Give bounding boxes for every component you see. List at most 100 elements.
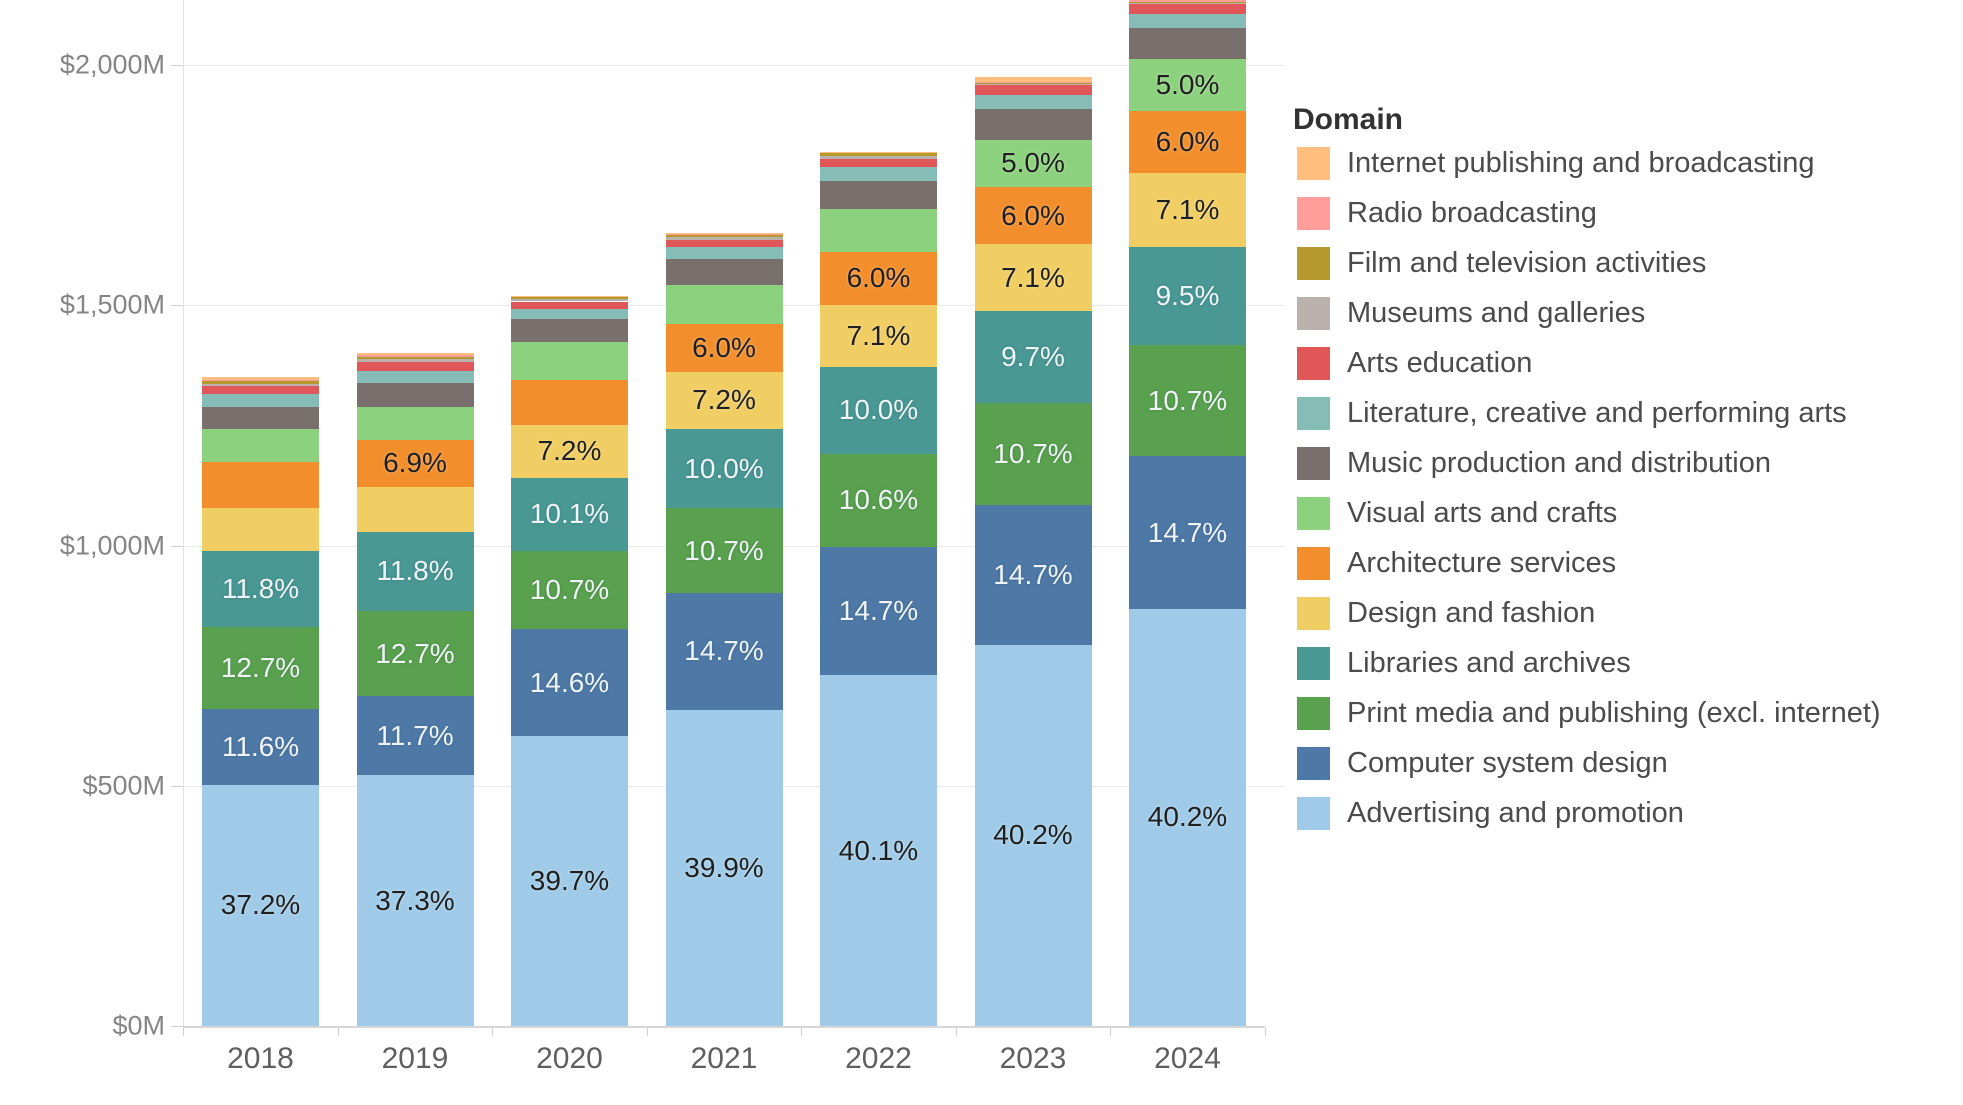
bar-segment-2021-design-and-fashion[interactable]: 7.2% (665, 371, 783, 430)
bar-segment-2021-advertising-and-promotion[interactable]: 39.9% (665, 709, 783, 1026)
bar-segment-2023-design-and-fashion[interactable]: 7.1% (974, 244, 1092, 312)
bar-segment-2018-design-and-fashion[interactable] (202, 508, 319, 551)
bar-segment-2021-radio-broadcasting[interactable] (665, 233, 783, 235)
legend-item-film-and-television-activities[interactable]: Film and television activities (1297, 246, 1706, 280)
bar-segment-2020-internet-publishing-and-broadcasting[interactable] (511, 295, 628, 297)
bar-segment-2024-print-media-and-publishing-excl-internet[interactable]: 10.7% (1129, 345, 1246, 457)
bar-segment-2020-museums-and-galleries[interactable] (511, 299, 628, 302)
bar-segment-2021-arts-education[interactable] (665, 239, 783, 248)
bar-segment-2018-internet-publishing-and-broadcasting[interactable] (202, 377, 319, 380)
bar-segment-2021-music-production-and-distribution[interactable] (665, 259, 783, 285)
bar-segment-2019-visual-arts-and-crafts[interactable] (356, 407, 474, 441)
bar-segment-2019-internet-publishing-and-broadcasting[interactable] (356, 353, 474, 356)
bar-segment-2023-print-media-and-publishing-excl-internet[interactable]: 10.7% (974, 403, 1092, 506)
bar-segment-2022-advertising-and-promotion[interactable]: 40.1% (820, 675, 937, 1026)
bar-segment-2022-design-and-fashion[interactable]: 7.1% (820, 304, 937, 367)
bar-segment-2021-print-media-and-publishing-excl-internet[interactable]: 10.7% (665, 508, 783, 594)
bar-segment-2024-music-production-and-distribution[interactable] (1129, 27, 1246, 59)
bar-segment-2024-visual-arts-and-crafts[interactable]: 5.0% (1129, 58, 1246, 111)
bar-segment-2024-literature-creative-and-performing-arts[interactable] (1129, 13, 1246, 28)
legend-item-music-production-and-distribution[interactable]: Music production and distribution (1297, 446, 1771, 480)
bar-segment-2018-museums-and-galleries[interactable] (202, 383, 319, 387)
bar-segment-2022-music-production-and-distribution[interactable] (820, 181, 937, 210)
bar-segment-2023-advertising-and-promotion[interactable]: 40.2% (974, 644, 1092, 1026)
bar-segment-2019-architecture-services[interactable]: 6.9% (356, 440, 474, 487)
bar-segment-2022-radio-broadcasting[interactable] (820, 152, 937, 154)
bar-segment-2020-radio-broadcasting[interactable] (511, 296, 628, 298)
bar-segment-2020-advertising-and-promotion[interactable]: 39.7% (511, 736, 628, 1026)
legend-item-advertising-and-promotion[interactable]: Advertising and promotion (1297, 796, 1684, 830)
bar-segment-2018-libraries-and-archives[interactable]: 11.8% (202, 550, 319, 628)
bar-segment-2024-computer-system-design[interactable]: 14.7% (1129, 456, 1246, 609)
bar-segment-2022-museums-and-galleries[interactable] (820, 155, 937, 159)
bar-segment-2020-visual-arts-and-crafts[interactable] (511, 341, 628, 380)
bar-segment-2023-architecture-services[interactable]: 6.0% (974, 187, 1092, 245)
legend-item-museums-and-galleries[interactable]: Museums and galleries (1297, 296, 1645, 330)
legend-item-computer-system-design[interactable]: Computer system design (1297, 746, 1668, 780)
bar-segment-2023-visual-arts-and-crafts[interactable]: 5.0% (974, 139, 1092, 188)
bar-segment-2023-arts-education[interactable] (974, 84, 1092, 96)
bar-segment-2024-architecture-services[interactable]: 6.0% (1129, 110, 1246, 173)
bar-segment-2019-literature-creative-and-performing-arts[interactable] (356, 370, 474, 383)
legend-item-libraries-and-archives[interactable]: Libraries and archives (1297, 646, 1631, 680)
bar-segment-2023-museums-and-galleries[interactable] (974, 83, 1092, 85)
bar-segment-2021-libraries-and-archives[interactable]: 10.0% (665, 429, 783, 509)
bar-segment-2024-advertising-and-promotion[interactable]: 40.2% (1129, 608, 1246, 1026)
bar-segment-2021-literature-creative-and-performing-arts[interactable] (665, 247, 783, 260)
bar-segment-2021-architecture-services[interactable]: 6.0% (665, 324, 783, 372)
bar-segment-2018-music-production-and-distribution[interactable] (202, 406, 319, 429)
bar-segment-2018-print-media-and-publishing-excl-internet[interactable]: 12.7% (202, 627, 319, 710)
bar-segment-2021-visual-arts-and-crafts[interactable] (665, 284, 783, 325)
bar-segment-2024-arts-education[interactable] (1129, 3, 1246, 14)
bar-segment-2021-museums-and-galleries[interactable] (665, 237, 783, 240)
bar-segment-2023-computer-system-design[interactable]: 14.7% (974, 505, 1092, 645)
bar-segment-2020-computer-system-design[interactable]: 14.6% (511, 629, 628, 737)
bar-segment-2018-advertising-and-promotion[interactable]: 37.2% (202, 784, 319, 1026)
legend-item-literature-creative-and-performing-arts[interactable]: Literature, creative and performing arts (1297, 396, 1847, 430)
bar-segment-2024-libraries-and-archives[interactable]: 9.5% (1129, 246, 1246, 346)
legend-item-design-and-fashion[interactable]: Design and fashion (1297, 596, 1595, 630)
bar-segment-2020-arts-education[interactable] (511, 301, 628, 309)
legend-item-architecture-services[interactable]: Architecture services (1297, 546, 1616, 580)
bar-segment-2022-print-media-and-publishing-excl-internet[interactable]: 10.6% (820, 454, 937, 547)
bar-segment-2018-arts-education[interactable] (202, 386, 319, 395)
bar-segment-2020-print-media-and-publishing-excl-internet[interactable]: 10.7% (511, 551, 628, 630)
bar-segment-2023-internet-publishing-and-broadcasting[interactable] (974, 77, 1092, 82)
bar-segment-2024-design-and-fashion[interactable]: 7.1% (1129, 172, 1246, 247)
bar-segment-2022-libraries-and-archives[interactable]: 10.0% (820, 366, 937, 455)
bar-segment-2018-visual-arts-and-crafts[interactable] (202, 428, 319, 462)
bar-segment-2019-music-production-and-distribution[interactable] (356, 382, 474, 408)
bar-segment-2020-libraries-and-archives[interactable]: 10.1% (511, 477, 628, 552)
legend-item-print-media-and-publishing-excl-internet[interactable]: Print media and publishing (excl. intern… (1297, 696, 1881, 730)
bar-segment-2022-film-and-television-activities[interactable] (820, 153, 937, 156)
bar-segment-2024-museums-and-galleries[interactable] (1129, 2, 1246, 4)
bar-segment-2020-design-and-fashion[interactable]: 7.2% (511, 424, 628, 478)
bar-segment-2023-music-production-and-distribution[interactable] (974, 109, 1092, 140)
bar-segment-2019-arts-education[interactable] (356, 362, 474, 371)
bar-segment-2020-literature-creative-and-performing-arts[interactable] (511, 308, 628, 320)
bar-segment-2021-internet-publishing-and-broadcasting[interactable] (665, 233, 783, 234)
bar-segment-2020-architecture-services[interactable] (511, 379, 628, 425)
bar-segment-2018-radio-broadcasting[interactable] (202, 379, 319, 381)
bar-segment-2023-libraries-and-archives[interactable]: 9.7% (974, 311, 1092, 404)
legend-item-radio-broadcasting[interactable]: Radio broadcasting (1297, 196, 1597, 230)
bar-segment-2019-libraries-and-archives[interactable]: 11.8% (356, 531, 474, 611)
bar-segment-2019-print-media-and-publishing-excl-internet[interactable]: 12.7% (356, 610, 474, 697)
bar-segment-2019-design-and-fashion[interactable] (356, 486, 474, 532)
bar-segment-2022-arts-education[interactable] (820, 158, 937, 168)
bar-segment-2022-architecture-services[interactable]: 6.0% (820, 252, 937, 305)
bar-segment-2018-architecture-services[interactable] (202, 461, 319, 509)
bar-segment-2019-advertising-and-promotion[interactable]: 37.3% (356, 775, 474, 1026)
bar-segment-2023-radio-broadcasting[interactable] (974, 81, 1092, 83)
bar-segment-2019-museums-and-galleries[interactable] (356, 359, 474, 363)
bar-segment-2019-radio-broadcasting[interactable] (356, 355, 474, 357)
bar-segment-2022-computer-system-design[interactable]: 14.7% (820, 546, 937, 676)
bar-segment-2021-film-and-television-activities[interactable] (665, 234, 783, 238)
bar-segment-2019-film-and-television-activities[interactable] (356, 356, 474, 360)
bar-segment-2021-computer-system-design[interactable]: 14.7% (665, 593, 783, 710)
bar-segment-2023-literature-creative-and-performing-arts[interactable] (974, 95, 1092, 110)
legend-item-internet-publishing-and-broadcasting[interactable]: Internet publishing and broadcasting (1297, 146, 1815, 180)
bar-segment-2022-internet-publishing-and-broadcasting[interactable] (820, 151, 937, 153)
bar-segment-2018-film-and-television-activities[interactable] (202, 380, 319, 384)
bar-segment-2018-computer-system-design[interactable]: 11.6% (202, 709, 319, 785)
